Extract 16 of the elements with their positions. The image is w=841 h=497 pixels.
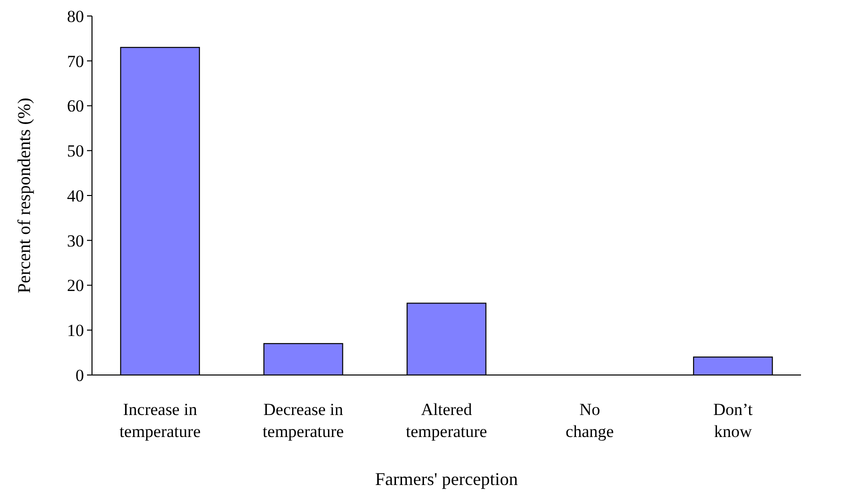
x-tick-label: Increase in temperature: [119, 400, 201, 442]
x-tick-label: Altered temperature: [406, 400, 488, 442]
y-tick-label: 70: [67, 52, 84, 71]
x-tick-label: Don’t know: [713, 400, 753, 442]
x-tick-label: No change: [566, 400, 614, 442]
x-tick-label: Decrease in temperature: [262, 400, 344, 442]
y-tick-label: 60: [67, 96, 84, 116]
y-tick-label: 80: [67, 6, 84, 26]
y-tick-label: 40: [67, 186, 84, 206]
y-tick-label: 20: [67, 276, 84, 296]
x-axis-title: Farmers' perception: [375, 469, 518, 489]
y-tick-label: 50: [67, 142, 84, 161]
y-tick-label: 0: [76, 366, 84, 385]
y-tick-label: 30: [67, 231, 84, 250]
y-tick-label: 10: [67, 321, 84, 340]
y-axis-title: Percent of respondents (%): [14, 98, 34, 294]
